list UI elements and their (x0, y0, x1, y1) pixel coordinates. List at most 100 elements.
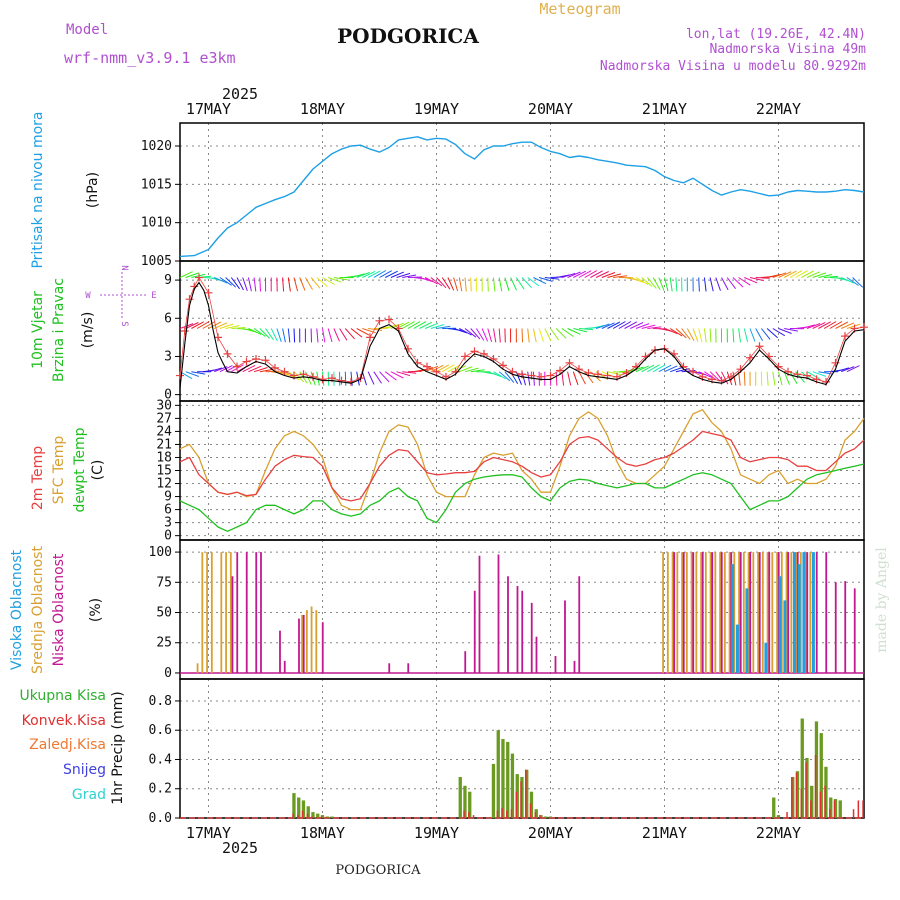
wind-arrow-2-1092 (698, 277, 700, 292)
wind-arrow-2-876 (595, 271, 609, 278)
wind-arrow-2-768 (544, 277, 559, 280)
wind-arrow-2-1392 (840, 277, 855, 284)
wind-arrow-0-732 (527, 371, 531, 386)
top-xtick-label-4: 21MAY (642, 100, 687, 118)
wind-arrow-0-792 (555, 371, 558, 386)
wind-arrow-2-1332 (812, 272, 827, 278)
wind-arrow-2-1128 (715, 277, 721, 291)
precip-bar-conv-14 (520, 781, 522, 818)
wind-arrow-2-996 (652, 277, 661, 290)
wind-arrow-0-840 (578, 371, 586, 385)
wind-arrow-1-804 (561, 328, 574, 337)
wind-arrow-1-12 (185, 322, 199, 329)
wind-arrow-1-624 (475, 328, 485, 341)
wind-arrow-0-1008 (658, 364, 672, 373)
wind-arrow-2-24 (191, 273, 206, 278)
wind-arrow-2-252 (299, 277, 306, 291)
bottom-xtick-label-4: 21MAY (642, 824, 687, 842)
wind-arrow-1-1332 (812, 321, 826, 329)
wind-arrow-1-240 (293, 328, 296, 343)
wind-arrow-2-1116 (709, 277, 714, 292)
wind-ytick-label-2: 6 (164, 311, 172, 326)
wind-arrow-1-228 (287, 328, 291, 343)
wind-arrow-0-552 (441, 364, 455, 373)
wind-arrow-0-288 (316, 371, 320, 386)
temp-unit: (C) (90, 460, 106, 481)
precip-bar-total-32 (805, 758, 809, 818)
precip-bar-conv-17 (534, 812, 537, 818)
wind-arrow-1-888 (601, 322, 615, 329)
wind-arrow-2-1008 (658, 277, 665, 291)
wind-arrow-1-600 (464, 328, 477, 338)
wind-arrow-0-684 (504, 371, 515, 383)
wind-arrow-0-1044 (675, 368, 690, 373)
precip-bar-conv-12 (510, 809, 513, 818)
wind-arrow-1-984 (647, 326, 662, 329)
wind-arrow-1-672 (498, 328, 501, 343)
wind-arrow-2-1176 (738, 277, 751, 286)
precip-bar-conv-7 (468, 812, 470, 818)
wind-arrow-1-1164 (732, 328, 735, 343)
wind-arrow-1-492 (413, 321, 427, 329)
wind-arrow-1-948 (630, 322, 644, 329)
precip-bar-total-24 (548, 816, 553, 818)
wind-arrow-1-840 (578, 328, 594, 331)
wind-arrow-2-228 (287, 277, 291, 292)
temperature-ytick-label-1: 3 (164, 516, 172, 531)
wind-arrow-1-192 (270, 328, 278, 342)
wind-arrow-1-204 (276, 328, 282, 342)
wind-arrow-0-912 (613, 371, 628, 373)
wind-arrow-1-912 (612, 321, 626, 329)
wind-arrow-1-660 (493, 328, 497, 343)
wind-arrow-0-900 (607, 371, 622, 376)
wind-arrow-0-408 (373, 371, 383, 384)
clouds-ytick-label-2: 50 (156, 606, 172, 621)
wind-arrow-0-600 (464, 367, 479, 373)
wind-arrow-1-1356 (823, 321, 837, 329)
wind-arrow-1-1272 (784, 328, 798, 332)
wind-arrow-1-156 (253, 328, 266, 337)
wind-arrow-2-240 (293, 277, 299, 292)
wind-arrow-1-1020 (664, 328, 678, 335)
wind-arrow-2-1260 (778, 271, 792, 278)
pressure-unit: (hPa) (85, 172, 101, 208)
temperature-ytick-label-0: 0 (164, 529, 172, 544)
wind-arrow-2-216 (282, 277, 285, 292)
precip-bar-conv-9 (496, 810, 499, 818)
precip-ytick-label-0: 0.0 (149, 811, 172, 826)
wind-arrow-1-528 (430, 324, 445, 329)
bottom-xtick-label-5: 22MAY (756, 824, 801, 842)
wind-arrow-1-372 (356, 328, 370, 336)
precip-bar-conv-0 (292, 813, 294, 818)
precip-bar-total-29 (791, 777, 795, 818)
precip-bar-total-22 (539, 815, 543, 818)
wind-arrow-2-1032 (669, 277, 673, 292)
wind-arrow-1-732 (527, 328, 530, 343)
wind-arrow-1-1308 (801, 324, 816, 329)
precip-ytick-label-4: 0.8 (149, 694, 172, 709)
legend-ukupna: Ukupna Kisa (19, 688, 106, 704)
precip-bar-total-10 (463, 785, 467, 818)
wind-arrow-2-684 (504, 277, 510, 292)
temp-ylabel-2: SFC Temp (51, 436, 67, 505)
temperature-ytick-label-6: 18 (156, 450, 172, 465)
precip-bar-conv-2 (301, 810, 304, 818)
bottom-xtick-label-1: 18MAY (300, 824, 345, 842)
wind-arrow-1-864 (590, 325, 605, 329)
pressure-ytick-label-1: 1010 (141, 216, 172, 231)
wind-arrow-2-96 (225, 277, 237, 288)
wind-arrow-1-348 (344, 328, 355, 340)
temperature-ytick-label-7: 21 (156, 437, 172, 452)
wind-arrow-0-132 (242, 364, 256, 373)
wind-arrow-2-528 (430, 277, 443, 287)
wind-arrow-0-1260 (778, 371, 783, 386)
precip-bar-total-3 (306, 806, 310, 818)
precip-bar-conv-13 (515, 791, 518, 818)
precip-bar-conv-5 (320, 816, 323, 818)
clouds-ytick-label-1: 25 (156, 636, 172, 651)
precip-ytick-label-2: 0.4 (149, 752, 173, 767)
precip-bar-total-31 (800, 718, 804, 818)
precip-bar-conv-11 (506, 810, 508, 818)
precip-bar-conv-20 (791, 777, 793, 818)
top-xtick-label-5: 22MAY (756, 100, 801, 118)
